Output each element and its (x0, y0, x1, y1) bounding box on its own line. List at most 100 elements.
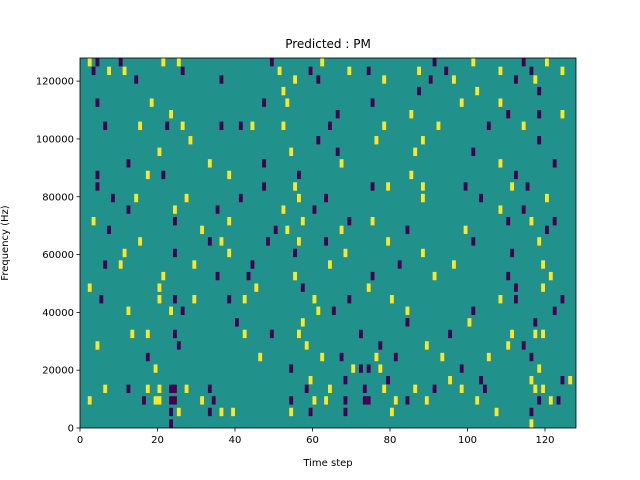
heatmap-cell (382, 75, 387, 84)
heatmap-cell (153, 396, 158, 405)
heatmap-cells (87, 58, 573, 428)
heatmap-cell (157, 283, 162, 292)
heatmap-cell (514, 283, 518, 292)
heatmap-cell (370, 98, 375, 107)
heatmap-cell (560, 66, 565, 76)
heatmap-cell (176, 407, 181, 417)
heatmap-cell (173, 295, 177, 304)
heatmap-cell (142, 396, 146, 405)
heatmap-cell (328, 384, 332, 394)
heatmap-cell (343, 396, 348, 405)
heatmap-cell (409, 110, 414, 119)
heatmap-cell (378, 341, 383, 350)
heatmap-cell (192, 260, 197, 269)
heatmap-cell (281, 205, 286, 214)
heatmap-cell (297, 170, 301, 180)
heatmap-cell (529, 352, 534, 362)
heatmap-cell (289, 147, 294, 156)
heatmap-cell (393, 396, 398, 405)
heatmap-cell (359, 329, 363, 339)
y-tick-label: 40000 (42, 308, 74, 319)
heatmap-cell (207, 407, 212, 417)
heatmap-cell (207, 159, 212, 168)
heatmap-cell (521, 205, 526, 214)
heatmap-cell (506, 110, 511, 119)
heatmap-cell (316, 136, 321, 145)
heatmap-cell (459, 98, 464, 107)
heatmap-cell (200, 225, 205, 235)
heatmap-cell (157, 295, 162, 304)
heatmap-cell (331, 306, 336, 315)
heatmap-cell (366, 283, 371, 292)
heatmap-cell (316, 306, 321, 315)
heatmap-cell (285, 98, 290, 107)
heatmap-cell (320, 352, 325, 362)
heatmap-cell (405, 306, 410, 315)
heatmap-cell (207, 384, 212, 394)
heatmap-cell (304, 384, 309, 394)
heatmap-cell (421, 136, 425, 145)
heatmap-cell (130, 329, 135, 339)
heatmap-cell (374, 352, 379, 362)
heatmap-cell (157, 396, 162, 405)
heatmap-cell (273, 225, 278, 235)
heatmap-cell (99, 295, 104, 304)
heatmap-cell (173, 329, 177, 339)
heatmap-cell (370, 182, 375, 191)
plot-area (79, 57, 577, 429)
heatmap-cell (548, 396, 553, 405)
x-tick-label: 80 (384, 435, 397, 446)
heatmap-cell (510, 182, 515, 191)
heatmap-cell (339, 225, 344, 235)
heatmap-cell (386, 182, 391, 191)
heatmap-cell (498, 66, 503, 76)
chart-title: Predicted : PM (285, 37, 371, 51)
heatmap-cell (227, 216, 232, 226)
heatmap-cell (486, 121, 491, 130)
x-tick-label: 60 (306, 435, 319, 446)
heatmap-cell (424, 396, 429, 405)
heatmap-cell (262, 159, 267, 168)
plot-frame (79, 57, 577, 429)
heatmap-cell (386, 237, 391, 246)
heatmap-cell (312, 205, 317, 214)
heatmap-cell (118, 58, 123, 67)
x-tick-label: 100 (458, 435, 477, 446)
heatmap-cell (421, 193, 425, 203)
heatmap-cell (180, 121, 185, 130)
heatmap-cell (242, 329, 247, 339)
heatmap-cell (405, 225, 410, 235)
y-tick-label: 60000 (42, 250, 74, 261)
heatmap-cell (514, 295, 518, 304)
heatmap-cell (173, 216, 177, 226)
heatmap-cell (525, 182, 530, 191)
heatmap-cell (529, 216, 534, 226)
heatmap-cell (169, 306, 174, 315)
heatmap-cell (463, 182, 468, 191)
heatmap-cell (293, 182, 298, 191)
heatmap-cell (537, 110, 542, 119)
heatmap-cell (262, 182, 267, 191)
heatmap-cell (366, 364, 371, 373)
heatmap-cell (254, 283, 259, 292)
heatmap-cell (173, 396, 177, 405)
heatmap-cell (227, 295, 232, 304)
heatmap-cell (122, 66, 127, 76)
heatmap-cell (393, 352, 398, 362)
heatmap-cell (107, 66, 112, 76)
y-tick-label: 20000 (42, 366, 74, 377)
heatmap-cell (471, 237, 476, 246)
heatmap-cell (560, 295, 565, 304)
heatmap-cell (289, 396, 294, 405)
heatmap-cell (297, 329, 301, 339)
heatmap-cell (231, 407, 236, 417)
heatmap-cell (91, 216, 96, 226)
x-tick-label: 120 (535, 435, 554, 446)
heatmap-cell (417, 86, 422, 96)
heatmap-cell (390, 407, 394, 417)
heatmap-cell (219, 237, 224, 246)
heatmap-cell (324, 396, 329, 405)
heatmap-cell (308, 66, 313, 76)
heatmap-cell (370, 216, 375, 226)
heatmap-cell (362, 384, 367, 394)
